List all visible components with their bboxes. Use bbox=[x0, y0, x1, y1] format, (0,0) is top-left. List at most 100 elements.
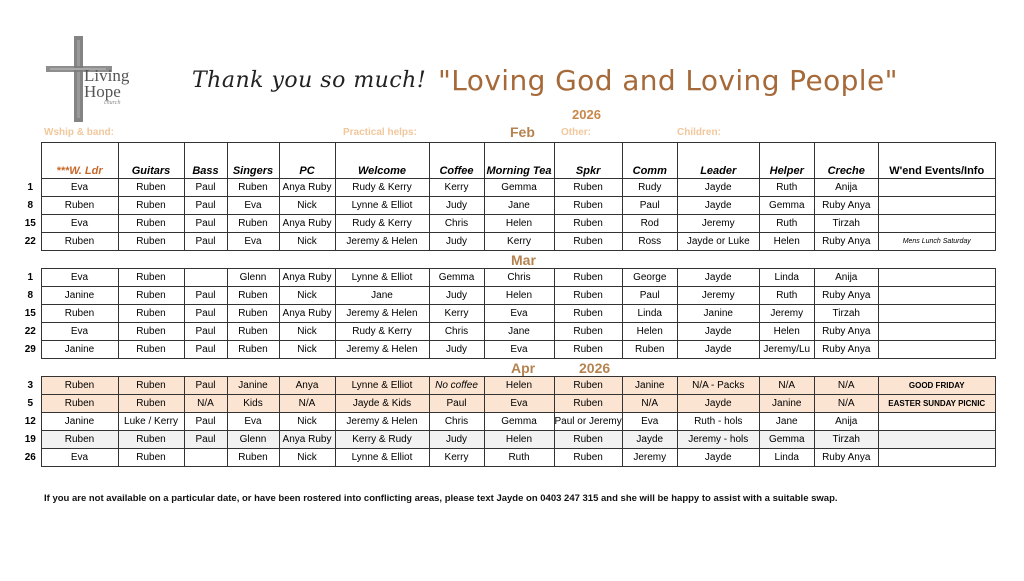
roster-cell: Ruben bbox=[117, 304, 185, 323]
roster-cell: Paul bbox=[183, 232, 228, 251]
roster-cell: Jayde bbox=[676, 196, 760, 215]
roster-cell: Jayde or Luke bbox=[676, 232, 760, 251]
date-cell: 1 bbox=[27, 182, 34, 193]
roster-cell: Eva bbox=[621, 412, 678, 431]
info-cell bbox=[877, 448, 996, 467]
roster-cell: Kerry bbox=[428, 448, 485, 467]
roster-cell: Kerry & Rudy bbox=[334, 430, 430, 449]
roster-cell: Helen bbox=[758, 232, 815, 251]
roster-cell: Linda bbox=[758, 448, 815, 467]
roster-cell: Luke / Kerry bbox=[117, 412, 185, 431]
roster-cell: Nick bbox=[278, 196, 336, 215]
roster-cell: Ruben bbox=[40, 196, 119, 215]
roster-cell: Jayde & Kids bbox=[334, 394, 430, 413]
roster-cell: N/A - Packs bbox=[676, 376, 760, 395]
roster-cell: Eva bbox=[40, 178, 119, 197]
roster-cell: Ruben bbox=[117, 214, 185, 233]
date-cell: 8 bbox=[27, 200, 34, 211]
roster-cell: Ruben bbox=[226, 304, 280, 323]
date-cell: 19 bbox=[20, 430, 41, 449]
table-row: 15 Ruben Ruben Paul Ruben Anya Ruby Jeremy & H… bbox=[20, 304, 996, 323]
col-header: Creche bbox=[813, 142, 879, 179]
table-row: 22 Eva Ruben Paul Ruben Nick Rudy & Kerry Chris… bbox=[20, 322, 996, 341]
roster-cell: Janine bbox=[40, 340, 119, 359]
roster-cell: Lynne & Elliot bbox=[334, 196, 430, 215]
roster-cell: Jeremy bbox=[758, 304, 815, 323]
roster-cell: Lynne & Elliot bbox=[334, 268, 430, 287]
table-row: 26 Eva Ruben Ruben Nick Lynne & Elliot Kerry Ru… bbox=[20, 448, 996, 467]
roster-cell: Gemma bbox=[483, 412, 555, 431]
roster-cell: Paul bbox=[183, 376, 228, 395]
roster-cell: N/A bbox=[813, 394, 879, 413]
roster-cell: Helen bbox=[483, 214, 555, 233]
roster-cell: Anija bbox=[813, 178, 879, 197]
roster-cell: Ruben bbox=[553, 322, 623, 341]
roster-cell: Ruth bbox=[758, 214, 815, 233]
roster-cell: Eva bbox=[483, 394, 555, 413]
roster-cell: Janine bbox=[676, 304, 760, 323]
wship-band-label: Wship & band: bbox=[44, 127, 114, 138]
roster-table: ***W. Ldr Guitars Bass Singers PC Welcom… bbox=[20, 142, 996, 467]
roster-cell: Ruben bbox=[40, 394, 119, 413]
roster-cell: Janine bbox=[40, 286, 119, 305]
roster-cell: Anya Ruby bbox=[278, 430, 336, 449]
info-cell: Mens Lunch Saturday bbox=[877, 232, 996, 251]
month-row: Mar bbox=[20, 250, 996, 269]
apr-month-section: Apr 2026 bbox=[20, 358, 996, 377]
roster-cell: Jayde bbox=[676, 322, 760, 341]
roster-cell: Jayde bbox=[676, 448, 760, 467]
month-mar-label: Mar bbox=[41, 250, 996, 269]
roster-cell: Jayde bbox=[676, 394, 760, 413]
info-cell bbox=[877, 322, 996, 341]
roster-cell: Paul bbox=[183, 430, 228, 449]
date-cell: 29 bbox=[24, 344, 36, 355]
roster-cell: Ruben bbox=[117, 430, 185, 449]
month-feb-label: Feb bbox=[510, 124, 535, 140]
roster-cell: Eva bbox=[226, 412, 280, 431]
roster-cell: Paul bbox=[183, 340, 228, 359]
roster-cell: Jayde bbox=[621, 430, 678, 449]
roster-cell: Ruben bbox=[117, 268, 185, 287]
roster-cell: Nick bbox=[278, 286, 336, 305]
roster-cell: Ruben bbox=[226, 286, 280, 305]
practical-helps-label: Practical helps: bbox=[343, 127, 417, 138]
roster-cell: Ruben bbox=[117, 196, 185, 215]
col-header: Welcome bbox=[334, 142, 430, 179]
roster-cell: Nick bbox=[278, 340, 336, 359]
roster-cell: Nick bbox=[278, 322, 336, 341]
roster-cell: N/A bbox=[758, 376, 815, 395]
roster-cell: Chris bbox=[428, 214, 485, 233]
roster-cell: Ruben bbox=[226, 448, 280, 467]
roster-cell: Chris bbox=[428, 412, 485, 431]
roster-cell: Ruben bbox=[226, 340, 280, 359]
roster-cell: Eva bbox=[483, 340, 555, 359]
roster-cell: Ruben bbox=[553, 286, 623, 305]
roster-cell: Eva bbox=[40, 214, 119, 233]
roster-cell: Lynne & Elliot bbox=[334, 376, 430, 395]
info-cell bbox=[877, 178, 996, 197]
table-row: 19 Ruben Ruben Paul Glenn Anya Ruby Kerry & Ru… bbox=[20, 430, 996, 449]
col-header: Guitars bbox=[117, 142, 185, 179]
mar-month-section: Mar bbox=[20, 250, 996, 269]
roster-cell: Tirzah bbox=[813, 430, 879, 449]
table-row: 15 Eva Ruben Paul Ruben Anya Ruby Rudy & Kerry… bbox=[20, 214, 996, 233]
roster-cell: Jeremy/Lu bbox=[758, 340, 815, 359]
roster-cell: Rudy & Kerry bbox=[334, 322, 430, 341]
roster-cell: Eva bbox=[226, 232, 280, 251]
roster-cell: Ruben bbox=[40, 376, 119, 395]
roster-cell: Gemma bbox=[428, 268, 485, 287]
mar-section: 1 Eva Ruben Glenn Anya Ruby Lynne & Elliot Gem… bbox=[20, 268, 996, 359]
roster-cell: Linda bbox=[621, 304, 678, 323]
col-header: Singers bbox=[226, 142, 280, 179]
roster-cell: Rudy & Kerry bbox=[334, 178, 430, 197]
table-row: 1 Eva Ruben Paul Ruben Anya Ruby Rudy & Kerry K… bbox=[20, 178, 996, 197]
roster-cell: Ruben bbox=[117, 376, 185, 395]
roster-cell: Ruben bbox=[553, 394, 623, 413]
roster-cell: Tirzah bbox=[813, 214, 879, 233]
roster-cell: Ruben bbox=[621, 340, 678, 359]
roster-cell: Ruby Anya bbox=[813, 340, 879, 359]
roster-cell: Eva bbox=[40, 268, 119, 287]
roster-cell: Jeremy & Helen bbox=[334, 412, 430, 431]
col-header: Comm bbox=[621, 142, 678, 179]
info-cell: GOOD FRIDAY bbox=[877, 376, 996, 395]
